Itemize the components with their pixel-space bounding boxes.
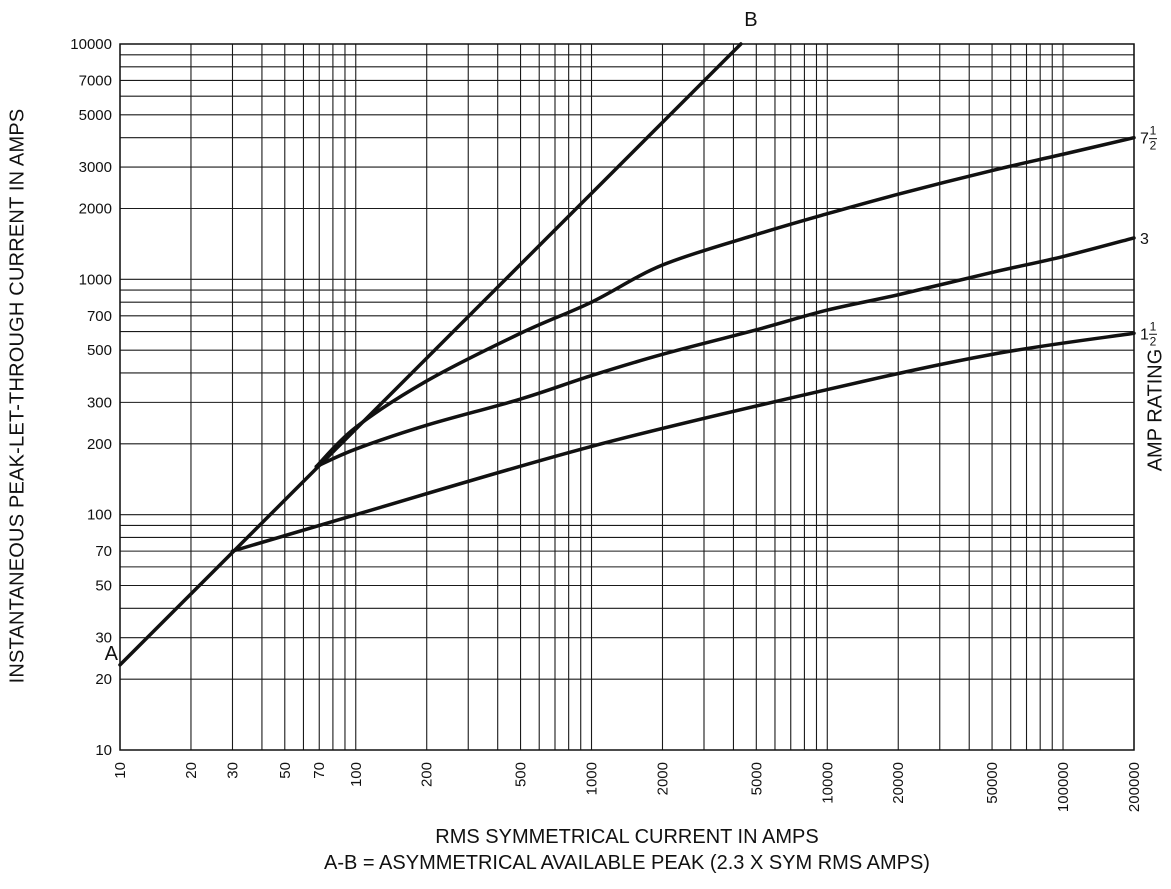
- amp-rating-fraction-numerator: 1: [1150, 124, 1157, 138]
- y-tick-label: 3000: [79, 159, 112, 176]
- series-line: [118, 42, 743, 667]
- y-tick-label: 100: [87, 507, 112, 524]
- series-start-label: A: [105, 643, 119, 665]
- x-tick-label: 1000: [584, 762, 601, 795]
- x-tick-label: 10: [112, 762, 129, 779]
- x-tick-label: 5000: [748, 762, 765, 795]
- amp-rating-label: AMP RATING: [1144, 348, 1167, 472]
- x-axis-label: RMS SYMMETRICAL CURRENT IN AMPS: [435, 826, 819, 848]
- x-tick-label: 100000: [1055, 762, 1072, 812]
- y-tick-label: 300: [87, 394, 112, 411]
- y-axis-label-wrap: INSTANTANEOUS PEAK-LET-THROUGH CURRENT I…: [0, 42, 36, 750]
- x-tick-label: 2000: [654, 762, 671, 795]
- y-tick-label: 200: [87, 436, 112, 453]
- x-tick-label: 200000: [1126, 762, 1143, 812]
- x-tick-label: 20000: [890, 762, 907, 804]
- y-tick-label: 700: [87, 308, 112, 325]
- tick-labels: 10 20 30 50 70 100 200 300 500 700 1000 2000 3000 500…: [70, 36, 1143, 812]
- series-end-label: B: [744, 9, 757, 31]
- y-tick-label: 50: [95, 578, 112, 595]
- x-tick-label: 100: [348, 762, 365, 787]
- amp-rating-value: 1: [1140, 326, 1149, 343]
- y-tick-label: 70: [95, 543, 112, 560]
- amp-rating-value: 3: [1140, 231, 1149, 248]
- amp-rating-fraction-numerator: 1: [1150, 319, 1157, 333]
- y-tick-label: 10: [95, 742, 112, 759]
- y-tick-label: 10000: [70, 36, 112, 53]
- series-line: [314, 135, 1136, 469]
- y-tick-label: 2000: [79, 200, 112, 217]
- y-axis-label: INSTANTANEOUS PEAK-LET-THROUGH CURRENT I…: [6, 108, 29, 684]
- x-tick-label: 50: [277, 762, 294, 779]
- x-tick-label: 10000: [819, 762, 836, 804]
- series-line: [314, 236, 1136, 469]
- x-tick-label: 30: [224, 762, 241, 779]
- grid-lines: [119, 43, 1135, 751]
- series-line: [230, 331, 1136, 553]
- x-tick-label: 200: [419, 762, 436, 787]
- x-axis-sublabel: A-B = ASYMMETRICAL AVAILABLE PEAK (2.3 X…: [324, 852, 930, 874]
- x-tick-label: 70: [311, 762, 328, 779]
- amp-rating-value: 7: [1140, 131, 1149, 148]
- y-tick-label: 5000: [79, 107, 112, 124]
- x-tick-label: 50000: [984, 762, 1001, 804]
- amp-rating-fraction-denominator: 2: [1150, 139, 1157, 153]
- y-tick-label: 30: [95, 630, 112, 647]
- y-tick-label: 1000: [79, 271, 112, 288]
- right-axis-label-wrap: AMP RATING: [1140, 280, 1171, 540]
- amp-rating-fraction-denominator: 2: [1150, 334, 1157, 348]
- y-tick-label: 20: [95, 671, 112, 688]
- x-tick-label: 20: [183, 762, 200, 779]
- plot-frame: [119, 43, 1135, 751]
- series-curves: [118, 42, 1136, 667]
- y-tick-label: 500: [87, 342, 112, 359]
- x-tick-label: 500: [513, 762, 530, 787]
- y-tick-label: 7000: [79, 72, 112, 89]
